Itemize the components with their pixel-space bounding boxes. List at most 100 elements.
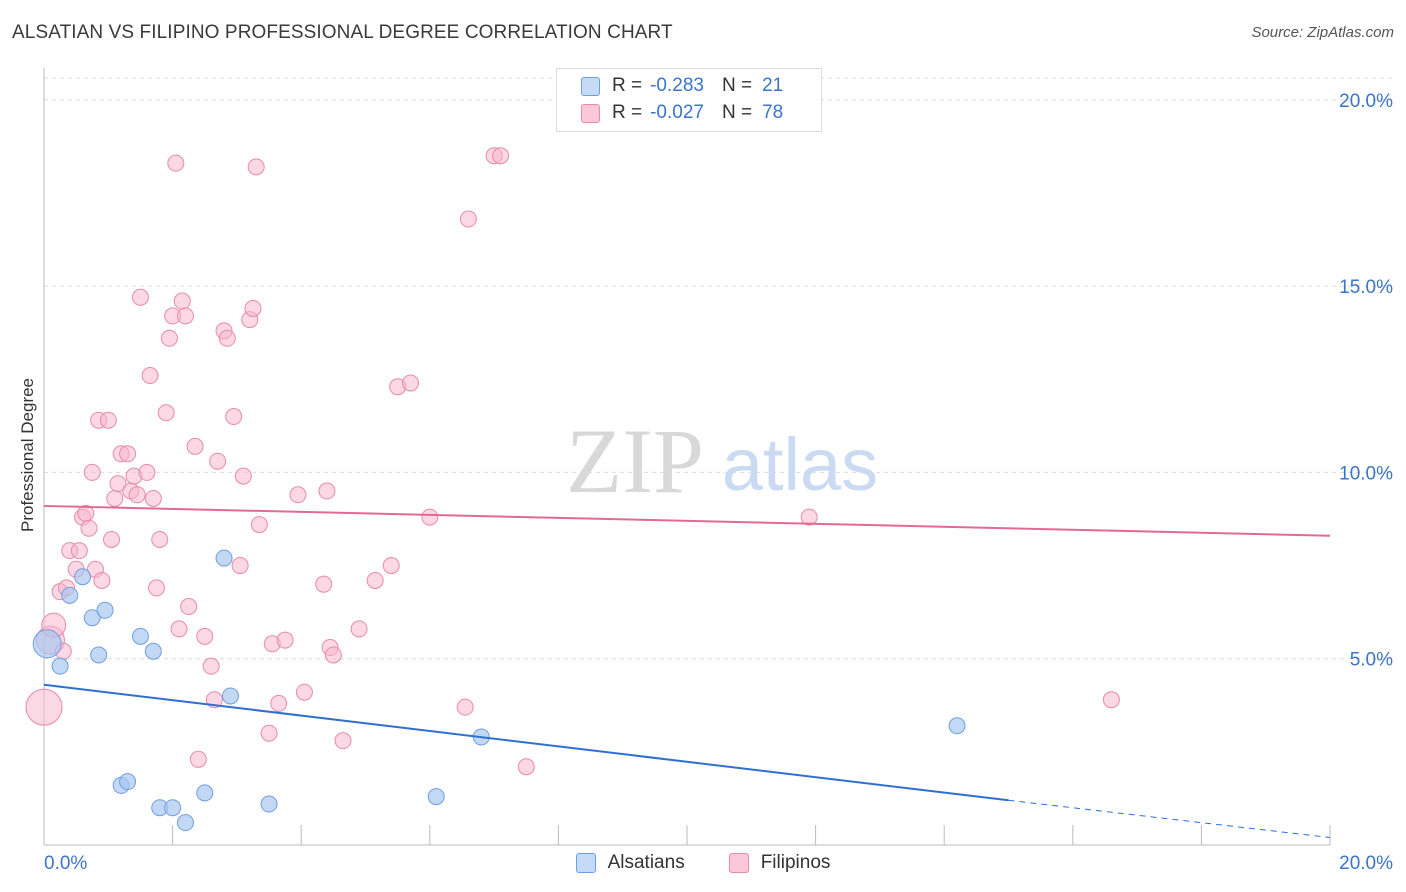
filipino-point: [218, 329, 236, 347]
filipino-point: [160, 329, 178, 347]
alsatian-point: [90, 646, 108, 664]
filipino-point: [25, 688, 63, 726]
x-tick-label: 0.0%: [44, 853, 87, 874]
alsatian-point: [51, 657, 69, 675]
n-label: N =: [721, 102, 753, 123]
alsatian-point: [61, 586, 79, 604]
filipino-point: [244, 299, 262, 317]
filipino-point: [151, 530, 169, 548]
filipino-point: [225, 408, 243, 426]
filipino-point: [167, 154, 185, 172]
alsatian-point: [176, 814, 194, 832]
filipino-point: [247, 158, 265, 176]
filipino-point: [99, 411, 117, 429]
alsatian-point: [196, 784, 214, 802]
alsatian-point: [32, 629, 62, 659]
alsatian-point: [260, 795, 278, 813]
alsatian-point: [96, 601, 114, 619]
filipino-point: [196, 627, 214, 645]
filipino-point: [119, 445, 137, 463]
alsatians-trend-extension: [1008, 799, 1331, 839]
alsatian-point: [131, 627, 149, 645]
r-label: R =: [612, 75, 643, 96]
filipinos-swatch: [728, 853, 749, 873]
legend-label: Filipinos: [760, 852, 831, 873]
filipino-point: [421, 508, 439, 526]
filipino-point: [334, 732, 352, 750]
filipino-point: [231, 557, 249, 575]
alsatian-point: [119, 773, 137, 791]
filipino-point: [270, 694, 288, 712]
filipino-point: [205, 691, 223, 709]
filipino-point: [93, 571, 111, 589]
watermark-zip: ZIP: [566, 410, 704, 512]
filipino-point: [1102, 691, 1120, 709]
alsatians-points: [32, 549, 966, 832]
filipino-point: [276, 631, 294, 649]
chart-title: ALSATIAN VS FILIPINO PROFESSIONAL DEGREE…: [12, 22, 673, 43]
filipino-point: [106, 489, 124, 507]
trend-lines: [43, 504, 1331, 839]
watermark-atlas: atlas: [722, 423, 878, 506]
filipino-point: [148, 579, 166, 597]
y-axis-label: Professional Degree: [18, 377, 37, 533]
filipino-point: [234, 467, 252, 485]
filipino-point: [517, 758, 535, 776]
filipino-point: [318, 482, 336, 500]
filipino-point: [315, 575, 333, 593]
filipino-point: [170, 620, 188, 638]
legend-label: Alsatians: [607, 852, 685, 873]
legend-row-filipinos: R = -0.027 N = 78: [581, 101, 783, 125]
y-tick-label: 5.0%: [1350, 650, 1393, 671]
alsatians-swatch: [581, 76, 600, 96]
filipino-point: [144, 489, 162, 507]
filipino-point: [128, 486, 146, 504]
legend-item-filipinos[interactable]: Filipinos: [728, 852, 831, 874]
r-value: -0.027: [650, 102, 704, 123]
filipino-point: [103, 530, 121, 548]
alsatian-point: [427, 788, 445, 806]
alsatian-point: [164, 799, 182, 817]
gridlines: [44, 77, 1395, 660]
legend-item-alsatians[interactable]: Alsatians: [575, 852, 685, 874]
filipino-point: [138, 463, 156, 481]
source-credit: Source: ZipAtlas.com: [1251, 24, 1394, 41]
y-tick-label: 10.0%: [1339, 463, 1393, 484]
alsatians-trend-line: [43, 683, 1009, 802]
r-label: R =: [612, 102, 643, 123]
filipino-point: [350, 620, 368, 638]
filipino-point: [157, 404, 175, 422]
alsatian-point: [83, 609, 101, 627]
watermark: ZIP atlas: [566, 410, 878, 512]
alsatians-swatch: [575, 853, 596, 873]
filipino-point: [492, 147, 510, 165]
n-value: 21: [762, 75, 784, 96]
series-legend: Alsatians Filipinos: [0, 852, 1406, 874]
filipino-point: [289, 486, 307, 504]
alsatian-point: [144, 642, 162, 660]
filipino-point: [70, 542, 88, 560]
filipino-point: [83, 463, 101, 481]
filipino-point: [141, 367, 159, 385]
filipino-point: [260, 724, 278, 742]
filipino-point: [80, 519, 98, 537]
filipino-point: [382, 557, 400, 575]
legend-row-alsatians: R = -0.283 N = 21: [581, 74, 783, 98]
filipino-point: [402, 374, 420, 392]
filipino-point: [250, 516, 268, 534]
filipino-point: [324, 646, 342, 664]
filipino-point: [131, 288, 149, 306]
alsatian-point: [215, 549, 233, 567]
axes: [43, 68, 1331, 846]
filipino-point: [456, 698, 474, 716]
filipino-point: [202, 657, 220, 675]
filipino-point: [295, 683, 313, 701]
y-tick-label: 15.0%: [1339, 277, 1393, 298]
filipino-point: [176, 307, 194, 325]
filipino-point: [800, 508, 818, 526]
filipinos-trend-line: [43, 504, 1331, 537]
alsatian-point: [221, 687, 239, 705]
filipino-point: [189, 750, 207, 768]
filipino-point: [173, 292, 191, 310]
